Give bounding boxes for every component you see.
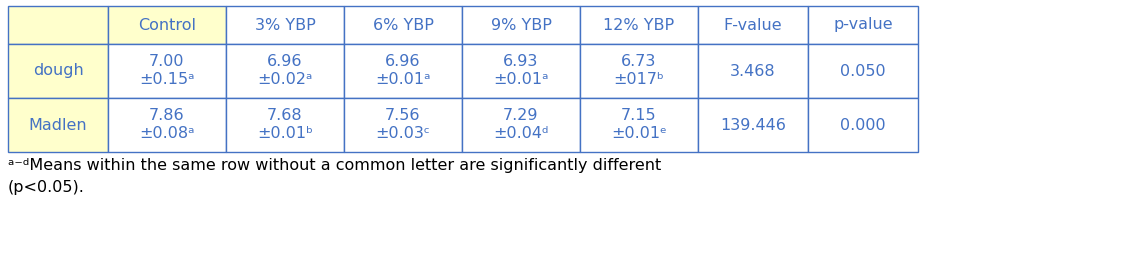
Bar	[462, 98, 580, 152]
Bar	[345, 98, 462, 152]
Bar	[345, 44, 462, 98]
Text: F-value: F-value	[723, 18, 782, 33]
Text: 7.86: 7.86	[149, 108, 185, 124]
Bar	[462, 6, 580, 44]
Bar	[345, 6, 462, 44]
Bar	[8, 6, 108, 44]
Text: 7.15: 7.15	[621, 108, 657, 124]
Text: ±0.01ᵉ: ±0.01ᵉ	[611, 127, 667, 141]
Text: 9% YBP: 9% YBP	[490, 18, 551, 33]
Text: 3.468: 3.468	[730, 63, 775, 79]
Text: ±0.03ᶜ: ±0.03ᶜ	[375, 127, 431, 141]
Bar	[808, 6, 918, 44]
Text: ±0.04ᵈ: ±0.04ᵈ	[493, 127, 549, 141]
Text: 12% YBP: 12% YBP	[604, 18, 674, 33]
Text: ±0.15ᵃ: ±0.15ᵃ	[139, 73, 194, 88]
Bar	[226, 44, 345, 98]
Text: ±0.08ᵃ: ±0.08ᵃ	[139, 127, 194, 141]
Text: Madlen: Madlen	[28, 118, 88, 133]
Text: 3% YBP: 3% YBP	[255, 18, 315, 33]
Text: ±0.02ᵃ: ±0.02ᵃ	[257, 73, 313, 88]
Text: dough: dough	[33, 63, 83, 79]
Text: 7.56: 7.56	[385, 108, 421, 124]
Bar	[108, 6, 226, 44]
Bar	[580, 6, 698, 44]
Text: 6.73: 6.73	[621, 54, 657, 69]
Bar	[580, 98, 698, 152]
Bar	[226, 6, 345, 44]
Text: 6.96: 6.96	[267, 54, 302, 69]
Bar	[226, 98, 345, 152]
Text: 0.000: 0.000	[840, 118, 886, 133]
Bar	[108, 98, 226, 152]
Text: Control: Control	[138, 18, 196, 33]
Bar	[698, 6, 808, 44]
Text: ±0.01ᵃ: ±0.01ᵃ	[493, 73, 549, 88]
Text: 7.68: 7.68	[267, 108, 302, 124]
Text: 6.93: 6.93	[504, 54, 539, 69]
Text: 6.96: 6.96	[385, 54, 421, 69]
Text: p-value: p-value	[833, 18, 893, 33]
Text: ±017ᵇ: ±017ᵇ	[614, 73, 664, 88]
Text: ±0.01ᵇ: ±0.01ᵇ	[257, 127, 313, 141]
Bar	[698, 44, 808, 98]
Text: 139.446: 139.446	[720, 118, 786, 133]
Bar	[580, 44, 698, 98]
Text: 7.00: 7.00	[149, 54, 184, 69]
Text: 7.29: 7.29	[504, 108, 539, 124]
Bar	[8, 98, 108, 152]
Bar	[808, 98, 918, 152]
Bar	[462, 44, 580, 98]
Bar	[808, 44, 918, 98]
Text: ᵃ⁻ᵈMeans within the same row without a common letter are significantly different: ᵃ⁻ᵈMeans within the same row without a c…	[8, 158, 662, 173]
Text: (p<0.05).: (p<0.05).	[8, 180, 85, 195]
Text: 0.050: 0.050	[840, 63, 886, 79]
Bar	[8, 44, 108, 98]
Text: ±0.01ᵃ: ±0.01ᵃ	[375, 73, 431, 88]
Bar	[108, 44, 226, 98]
Bar	[698, 98, 808, 152]
Text: 6% YBP: 6% YBP	[373, 18, 433, 33]
